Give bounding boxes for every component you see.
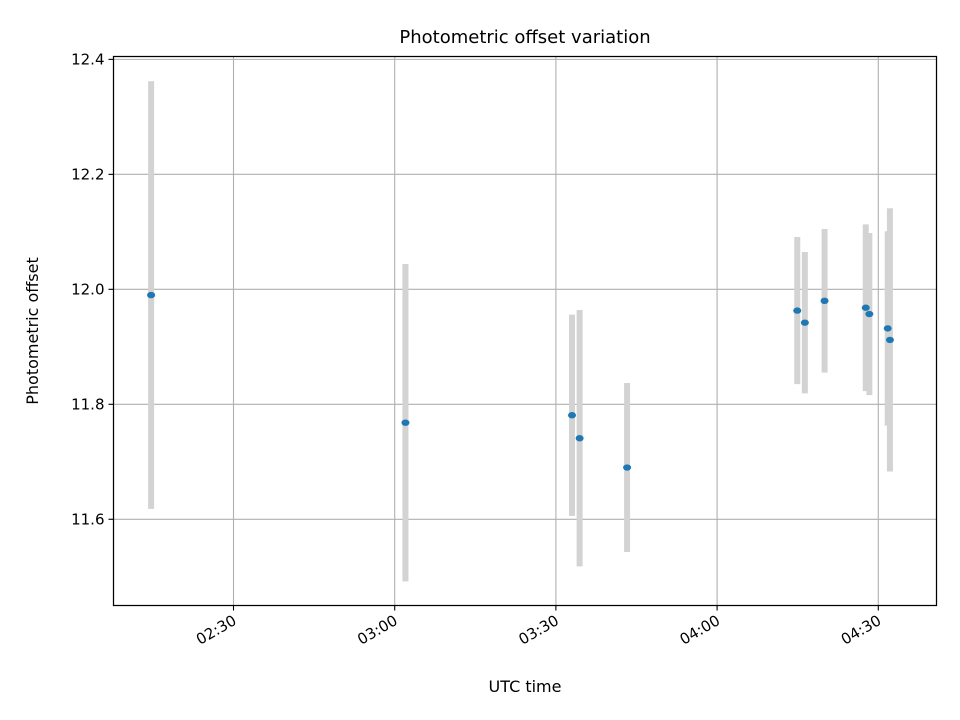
data-point	[575, 435, 584, 442]
chart-title: Photometric offset variation	[399, 27, 650, 48]
plot-frame	[112, 55, 938, 607]
y-tick-label: 12.4	[71, 50, 104, 68]
y-tick-label: 12.2	[71, 165, 104, 183]
data-point	[800, 319, 809, 326]
data-point	[883, 325, 892, 332]
data-point	[623, 464, 632, 471]
data-point	[820, 297, 829, 305]
data-point	[865, 310, 874, 318]
data-point	[401, 419, 410, 426]
grid	[113, 56, 937, 606]
data-point	[885, 336, 894, 344]
y-tick-label: 12.0	[71, 280, 104, 298]
y-tick-label: 11.8	[71, 395, 104, 413]
data-point	[861, 304, 870, 311]
data-point	[793, 307, 802, 314]
y-tick-label: 11.6	[71, 510, 104, 528]
y-axis-label: Photometric offset	[23, 257, 42, 405]
x-axis-label: UTC time	[489, 677, 562, 696]
data-point	[147, 291, 156, 299]
data-point	[568, 412, 577, 419]
data-points	[147, 291, 894, 471]
